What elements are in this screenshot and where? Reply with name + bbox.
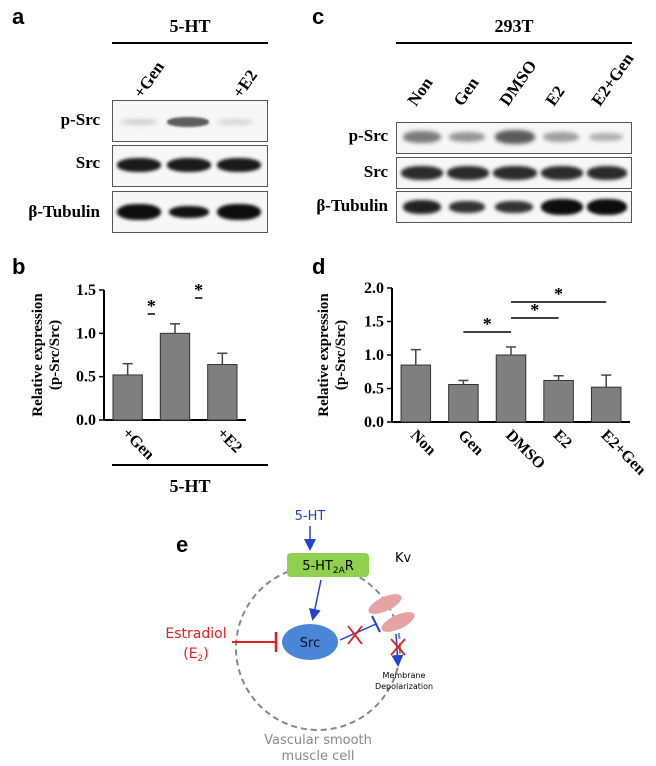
blot-a-tubulin-strip: [112, 191, 268, 233]
estradiol-abbrev: (E2): [183, 646, 209, 664]
signaling-diagram: 5-HT 5-HT2AR Src Estradiol (E2) Kv Membr…: [165, 509, 433, 762]
x-tick-label: Gen: [455, 427, 487, 459]
panel-label-b: b: [12, 254, 26, 279]
x-tick-label: DMSO: [502, 427, 548, 473]
x-tick-label: E2: [550, 427, 575, 452]
kv-label: Kv: [395, 551, 412, 566]
cell-label-1: Vascular smooth: [264, 733, 372, 748]
blot-c-lane-2: Gen: [449, 73, 483, 110]
bar: [495, 354, 527, 423]
blot-c-header: 293T: [494, 16, 534, 36]
blot-c-header-line: [396, 42, 632, 44]
receptor-box: [287, 553, 369, 577]
blot-a-row-tubulin: β-Tubulin: [28, 202, 100, 221]
significance-star: *: [483, 314, 492, 334]
significance-star: *: [530, 300, 539, 320]
src-label: Src: [300, 636, 320, 651]
ligand-label: 5-HT: [295, 509, 326, 524]
blot-a-lane-3: +E2: [228, 66, 262, 102]
y-tick-label: 0.0: [76, 412, 96, 429]
blot-a-psrc-strip: [112, 100, 268, 142]
blot-a-row-psrc: p-Src: [60, 110, 100, 129]
src-kv-block-x2: [347, 625, 363, 645]
blot-c-row-src: Src: [363, 162, 388, 181]
depol-block-x2: [390, 638, 406, 656]
blot-c-row-tubulin: β-Tubulin: [316, 196, 388, 215]
x-tick-label: E2+Gen: [597, 427, 649, 479]
blot-c-lane-3: DMSO: [495, 56, 541, 110]
bar: [448, 383, 479, 423]
bar: [207, 364, 238, 421]
kv-subunit-2: [381, 612, 415, 632]
y-tick-label: 0.0: [364, 414, 384, 431]
blot-c-row-psrc: p-Src: [348, 126, 388, 145]
group-label: 5-HT: [169, 476, 210, 496]
y-axis-label: Relative expression: [316, 293, 332, 417]
y-axis-label: Relative expression: [30, 293, 46, 417]
blot-a-src-strip: [112, 145, 268, 187]
panel-label-d: d: [312, 254, 326, 279]
kv-subunit-1: [368, 594, 402, 614]
bar: [159, 332, 191, 421]
y-tick-label: 0.5: [76, 369, 96, 386]
blot-a-header-line: [112, 42, 268, 44]
blot-c-src-strip: [396, 157, 632, 189]
src-node: [282, 624, 338, 660]
blot-a-lane-1: +Gen: [129, 57, 169, 102]
x-tick-label: Non: [407, 427, 439, 459]
blot-c-psrc-strip: [396, 122, 632, 154]
x-tick-label: +E2: [214, 425, 246, 457]
panel-label-a: a: [12, 4, 25, 29]
panel-label-e: e: [176, 532, 189, 557]
blot-a-header: 5-HT: [169, 16, 211, 36]
y-axis-label-unit: (p-Src/Src): [333, 320, 349, 390]
blot-c-lane-5: E2+Gen: [587, 49, 638, 110]
significance-star: *: [194, 280, 203, 300]
x-tick-label: +Gen: [119, 425, 158, 464]
significance-star: *: [554, 284, 563, 304]
bar: [400, 364, 432, 423]
cell-label-2: muscle cell: [282, 749, 355, 762]
y-tick-label: 0.5: [364, 381, 384, 398]
y-tick-label: 1.0: [364, 347, 384, 364]
blot-c-lane-1: Non: [403, 73, 437, 110]
y-tick-label: 2.0: [364, 280, 384, 297]
outcome-label-1: Membrane: [383, 671, 426, 680]
bar: [543, 379, 574, 423]
y-axis-label-unit: (p-Src/Src): [47, 320, 63, 390]
panel-label-c: c: [312, 4, 325, 29]
blot-c-lane-4: E2: [541, 82, 569, 110]
y-tick-label: 1.5: [364, 314, 384, 331]
receptor-label: 5-HT2AR: [302, 559, 354, 576]
y-tick-label: 1.5: [76, 282, 96, 299]
estradiol-label: Estradiol: [165, 626, 226, 642]
significance-star: *: [147, 296, 156, 316]
blot-c-tubulin-strip: [396, 191, 632, 223]
outcome-label-2: Depolarization: [375, 682, 433, 691]
bar: [112, 374, 143, 421]
chart-d: 0.0 0.5 1.0 1.5 2.0 Relative expression (p-Src…: [316, 280, 649, 479]
receptor-to-src-arrow: [308, 579, 322, 621]
y-tick-label: 1.0: [76, 325, 96, 342]
bar: [590, 386, 622, 423]
src-to-kv-bar: [371, 615, 381, 633]
blot-a-row-src: Src: [75, 153, 100, 172]
chart-b: 0.0 0.5 1.0 1.5 Relative expression (p-Src/Sr…: [30, 280, 268, 496]
